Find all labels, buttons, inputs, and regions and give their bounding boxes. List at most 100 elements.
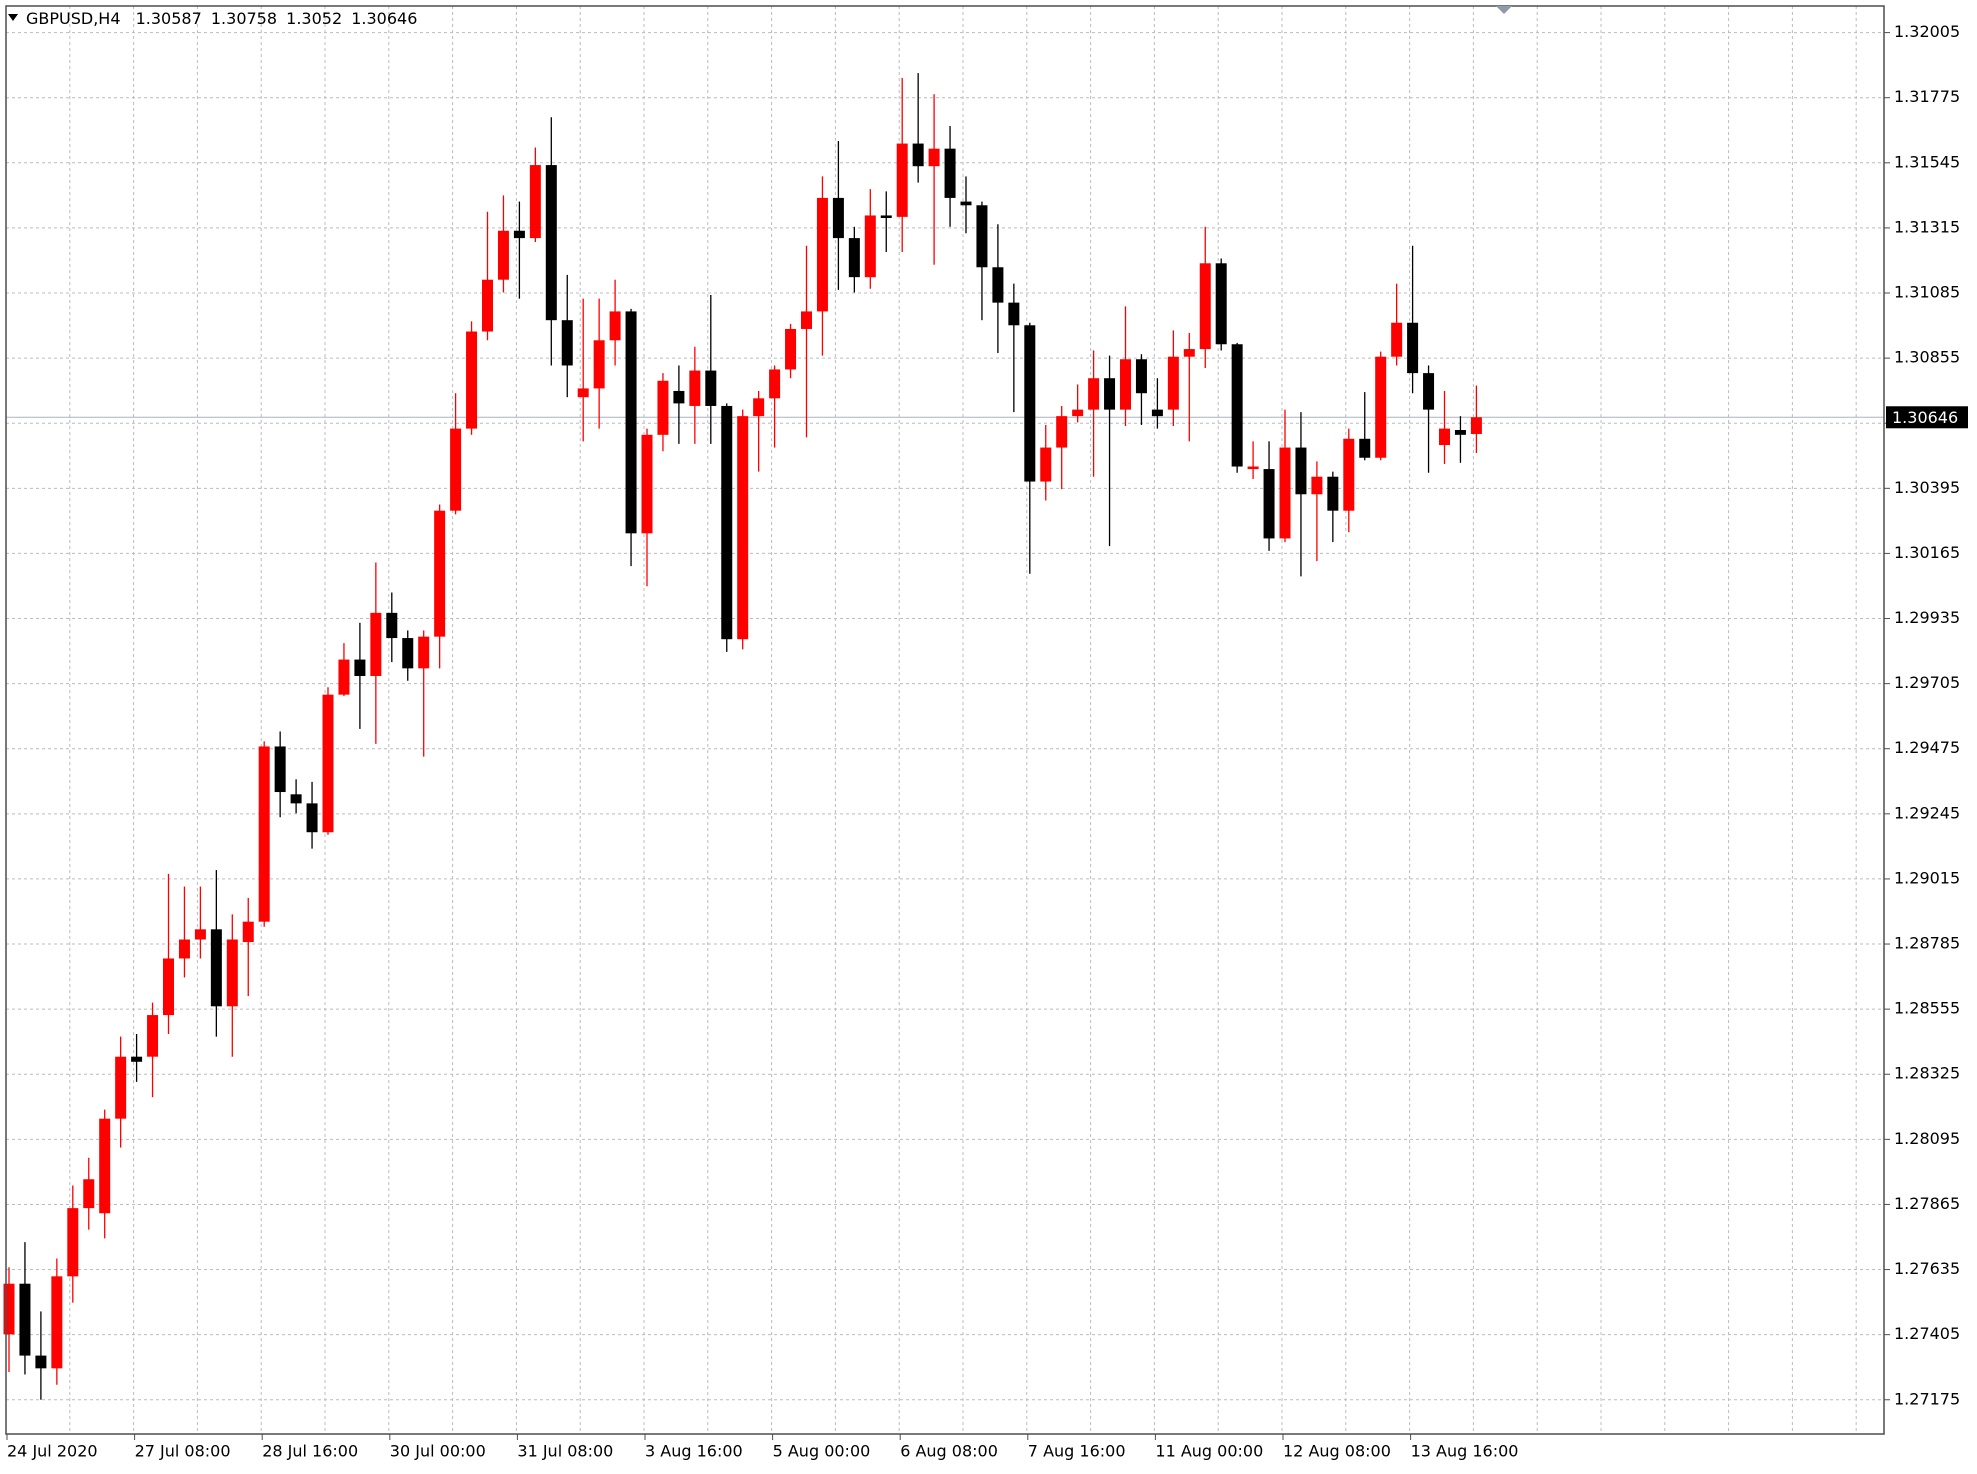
x-tick-label: 7 Aug 16:00 [1028, 1442, 1126, 1461]
y-tick-label: 1.30855 [1894, 348, 1960, 367]
y-tick-label: 1.31545 [1894, 152, 1960, 171]
y-tick-label: 1.28555 [1894, 999, 1960, 1018]
candle-body [210, 929, 222, 1007]
y-tick-label: 1.31085 [1894, 283, 1960, 302]
y-tick-label: 1.27635 [1894, 1259, 1960, 1278]
candle-body [737, 416, 749, 640]
candle-body [1056, 416, 1068, 448]
y-tick-label: 1.31775 [1894, 87, 1960, 106]
candle-body [402, 638, 414, 669]
candle-body [482, 279, 493, 332]
candle-body [816, 197, 828, 312]
x-tick-label: 5 Aug 00:00 [773, 1442, 871, 1461]
y-tick-label: 1.30165 [1894, 543, 1960, 562]
candle-body [1151, 409, 1163, 417]
candle-body [1407, 322, 1419, 374]
candle-body [593, 340, 605, 389]
shift-marker [1496, 6, 1512, 14]
candle-body [322, 694, 334, 833]
candle-body [370, 612, 382, 676]
candle-body [35, 1355, 47, 1369]
y-tick-label: 1.29015 [1894, 868, 1960, 887]
candle-body [785, 328, 797, 370]
candle-body [960, 201, 972, 206]
candle-body [131, 1056, 143, 1062]
candle-body [51, 1276, 63, 1369]
y-tick-label: 1.29935 [1894, 608, 1960, 627]
candle-body [609, 311, 621, 341]
candle-body [386, 612, 398, 639]
candle-body [194, 929, 206, 940]
candle-body [497, 230, 509, 280]
x-tick-label: 13 Aug 16:00 [1411, 1442, 1519, 1461]
menu-arrow[interactable] [8, 14, 18, 21]
candle-body [896, 143, 908, 217]
candle-body [1024, 325, 1036, 482]
candle-body [1215, 263, 1227, 345]
candle-body [928, 148, 940, 167]
y-tick-label: 1.27405 [1894, 1324, 1960, 1343]
candle-body [242, 921, 254, 943]
y-tick-label: 1.29705 [1894, 673, 1960, 692]
candle-body [354, 659, 366, 676]
y-tick-label: 1.29245 [1894, 803, 1960, 822]
candle-body [1359, 438, 1371, 458]
candle-body [1040, 447, 1052, 482]
candle-body [1247, 466, 1259, 470]
candle-body [529, 165, 541, 239]
candle-body [434, 510, 446, 637]
candle-body [1199, 263, 1211, 350]
candle-body [290, 794, 302, 804]
candle-body [753, 398, 765, 417]
candle-body [450, 428, 462, 511]
candle-body [418, 636, 430, 669]
x-tick-label: 6 Aug 08:00 [900, 1442, 998, 1461]
chart-title: GBPUSD,H4 [26, 9, 121, 28]
price-label: 1.30646 [1892, 408, 1958, 427]
candle-body [1439, 428, 1450, 446]
candle-body [880, 215, 892, 219]
x-tick-label: 24 Jul 2020 [7, 1442, 98, 1461]
header-low: 1.3052 [286, 9, 342, 28]
y-tick-label: 1.32005 [1894, 22, 1960, 41]
candle-body [1327, 476, 1339, 511]
candle-body [625, 311, 637, 534]
x-tick-label: 30 Jul 00:00 [390, 1442, 486, 1461]
y-tick-label: 1.27865 [1894, 1194, 1960, 1213]
header-close: 1.30646 [351, 9, 417, 28]
candle-body [178, 939, 190, 959]
candle-body [466, 331, 478, 429]
candles [3, 73, 1482, 1400]
y-tick-label: 1.28095 [1894, 1129, 1960, 1148]
candle-body [67, 1208, 79, 1277]
candle-body [769, 369, 781, 399]
candle-body [912, 143, 924, 167]
candle-body [1072, 409, 1084, 417]
y-tick-label: 1.28325 [1894, 1064, 1960, 1083]
candle-body [163, 958, 174, 1016]
candle-body [1263, 469, 1275, 539]
candle-body [226, 939, 238, 1007]
chart-header: GBPUSD,H4 1.30587 1.30758 1.3052 1.30646 [26, 9, 417, 28]
candle-body [705, 370, 717, 406]
candle-body [274, 746, 286, 793]
candle-body [1183, 349, 1195, 357]
candle-body [1088, 378, 1100, 410]
candle-body [1311, 476, 1323, 495]
candle-body [801, 311, 812, 329]
candle-body [1423, 373, 1435, 410]
price-label-box [1886, 406, 1968, 429]
header-high: 1.30758 [211, 9, 277, 28]
x-tick-label: 11 Aug 00:00 [1155, 1442, 1263, 1461]
x-tick-label: 28 Jul 16:00 [262, 1442, 358, 1461]
candle-body [1375, 356, 1387, 458]
candle-body [832, 197, 844, 239]
candle-body [848, 238, 860, 278]
candle-body [673, 390, 685, 404]
candle-body [992, 267, 1004, 303]
candle-body [1295, 447, 1307, 495]
candle-body [976, 205, 988, 268]
candle-body [1135, 359, 1147, 394]
